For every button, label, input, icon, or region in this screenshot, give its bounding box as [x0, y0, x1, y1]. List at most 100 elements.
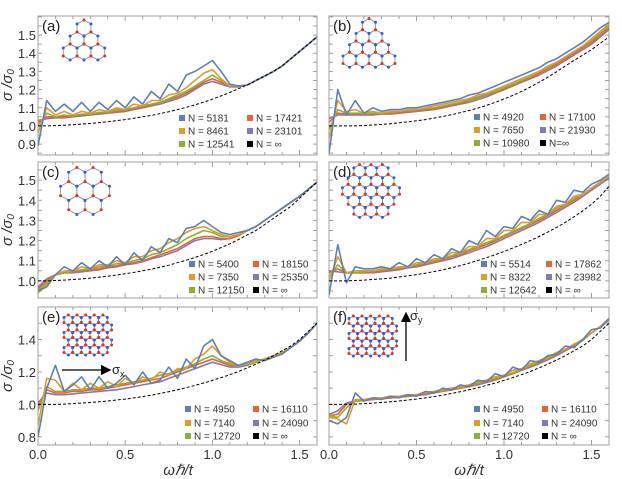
lattice-site-b: [101, 353, 105, 357]
lattice-site-a: [97, 336, 101, 339]
lattice-site-a: [380, 39, 384, 43]
lattice-site-b: [346, 176, 350, 180]
lattice-site-b: [347, 317, 351, 320]
legend-label: N = 4920: [483, 113, 524, 124]
legend-swatch: [542, 420, 548, 426]
lattice-inset: [341, 17, 397, 69]
lattice-site-b: [99, 198, 103, 202]
legend-swatch: [247, 115, 253, 121]
series-line-0: [329, 173, 609, 296]
sigma-subscript: y: [418, 315, 423, 325]
lattice-site-a: [351, 314, 355, 318]
sigma-subscript: x: [120, 369, 125, 379]
lattice-site-b: [386, 43, 390, 47]
legend-swatch: [540, 114, 546, 120]
legend-label: N = 4950: [483, 405, 524, 416]
lattice-site-a: [97, 351, 101, 354]
lattice-site-b: [92, 353, 96, 357]
lattice-site-b: [62, 346, 66, 349]
lattice-site-a: [92, 328, 96, 332]
lattice-site-b: [382, 332, 386, 335]
lattice-site-b: [62, 331, 66, 334]
lattice-site-b: [84, 338, 88, 342]
lattice-site-b: [107, 184, 111, 188]
lattice-site-a: [352, 212, 356, 216]
lattice-site-b: [105, 331, 109, 334]
legend-swatch: [546, 274, 552, 280]
lattice-site-b: [75, 22, 79, 26]
lattice-site-b: [67, 170, 71, 174]
lattice-site-a: [97, 321, 101, 324]
lattice-site-b: [392, 176, 396, 180]
lattice-site-b: [386, 65, 390, 69]
y-tick-label: 1.2: [18, 83, 36, 98]
plot-frame: [37, 15, 318, 156]
legend-swatch: [474, 114, 480, 120]
lattice-site-a: [369, 344, 373, 348]
lattice-site-a: [356, 337, 360, 340]
lattice-site-b: [351, 324, 355, 328]
series-group: [329, 173, 609, 296]
lattice-site-b: [375, 186, 379, 190]
lattice-site-a: [84, 343, 88, 347]
legend-swatch: [253, 406, 259, 412]
legend-label: N = 18150: [262, 260, 309, 271]
legend-swatch: [474, 140, 480, 146]
legend-swatch: [179, 115, 185, 121]
legend-label: N = 24090: [551, 419, 598, 430]
lattice-site-a: [88, 351, 92, 354]
lattice-site-b: [386, 206, 390, 209]
lattice-site-a: [393, 62, 397, 65]
lattice-site-a: [367, 39, 371, 43]
panel-label: (c): [42, 164, 60, 181]
lattice-site-a: [363, 192, 367, 196]
lattice-site-b: [377, 324, 381, 328]
lattice-site-b: [75, 323, 79, 327]
sigma-symbol: σ: [410, 308, 418, 323]
lattice-site-a: [66, 328, 70, 332]
lattice-site-a: [358, 202, 362, 206]
legend-label: N = 7140: [483, 419, 524, 430]
lattice-site-a: [361, 50, 365, 54]
lattice-site-b: [105, 346, 109, 349]
legend-label: N = ∞: [256, 140, 282, 151]
sigma-x-label: σx: [112, 362, 125, 379]
y-axis-title-sub: 0: [6, 69, 17, 75]
lattice-site-b: [89, 46, 93, 50]
y-axis-title: σ /σ0: [0, 214, 17, 246]
lattice-site-a: [358, 182, 362, 186]
lattice-site-a: [395, 344, 399, 348]
series-line-1: [329, 175, 609, 282]
lattice-site-a: [348, 50, 352, 54]
legend-swatch: [540, 140, 546, 146]
lattice-site-a: [79, 336, 83, 339]
lattice-site-a: [89, 30, 93, 34]
series-group: [38, 322, 317, 438]
lattice-site-b: [341, 54, 345, 58]
lattice-site-a: [71, 321, 75, 324]
lattice-site-b: [347, 347, 351, 350]
lattice-site-b: [363, 186, 367, 190]
lattice-site-a: [386, 192, 390, 196]
x-tick-label: 1.5: [582, 447, 600, 462]
lattice-site-a: [369, 182, 373, 186]
lattice-site-a: [92, 343, 96, 347]
lattice-site-a: [386, 314, 390, 318]
lattice-site-a: [360, 344, 364, 348]
sigma-symbol: σ: [112, 362, 120, 377]
lattice-site-a: [351, 329, 355, 333]
y-tick-label: 1.5: [18, 28, 36, 43]
legend-swatch: [189, 261, 195, 267]
lattice-site-a: [373, 337, 377, 340]
lattice-site-a: [377, 344, 381, 348]
legend-swatch: [474, 433, 480, 439]
panel-label: (b): [333, 18, 351, 35]
series-line-3: [329, 175, 609, 274]
lattice-site-a: [110, 328, 114, 332]
x-axis-title: ωℏ/t: [163, 462, 193, 479]
x-tick-label: 1.0: [203, 447, 221, 462]
lattice-site-b: [352, 166, 356, 170]
lattice-site-b: [361, 20, 365, 24]
lattice-site-a: [101, 328, 105, 332]
legend-swatch: [247, 141, 253, 147]
